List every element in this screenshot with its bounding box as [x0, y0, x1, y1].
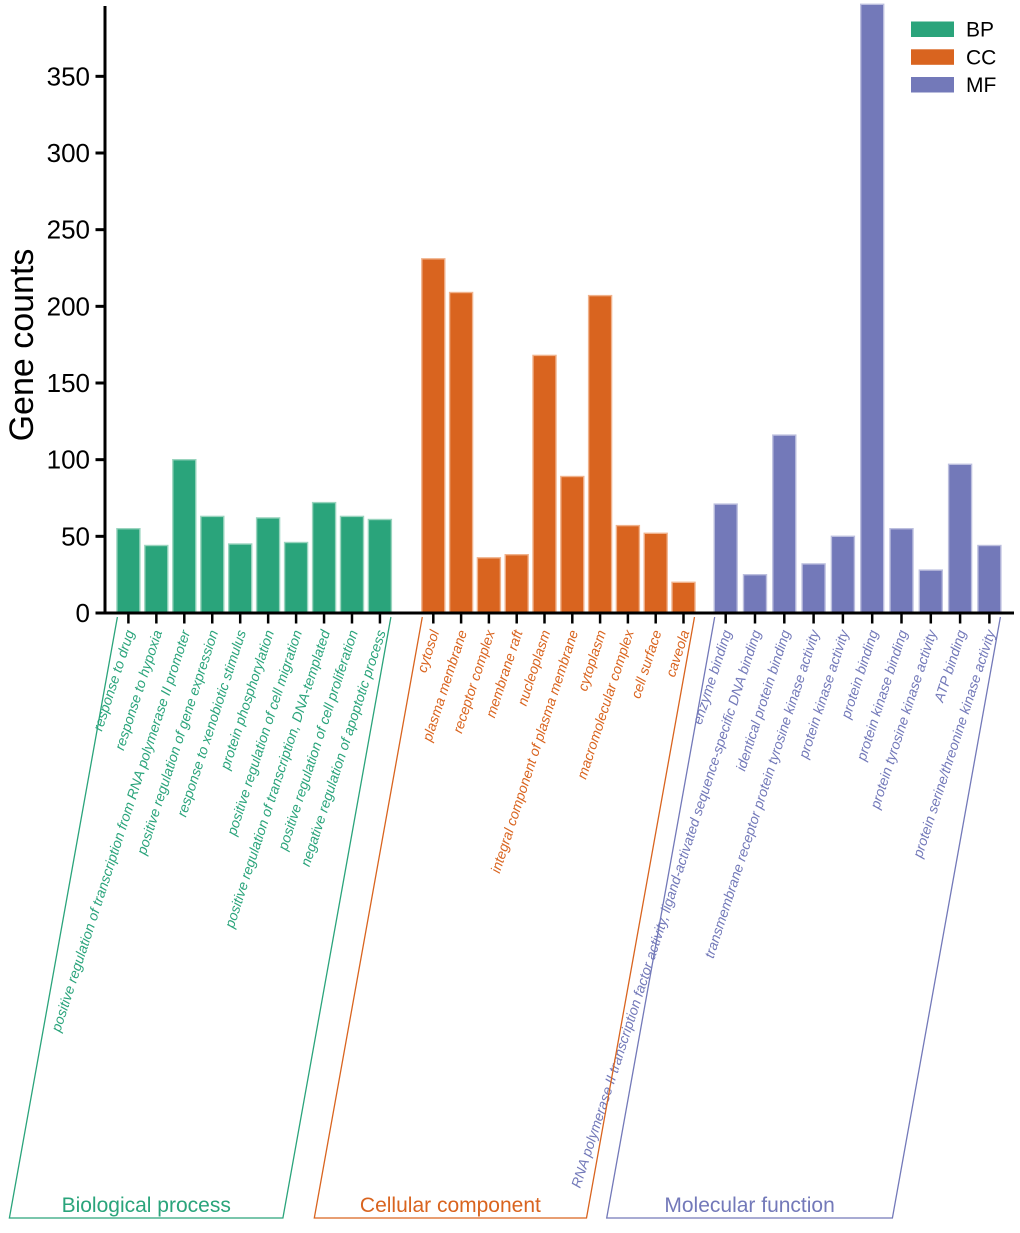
legend-label-BP: BP	[966, 19, 994, 42]
legend-swatch-CC	[911, 49, 954, 65]
y-tick-label-0: 0	[76, 598, 90, 628]
y-tick-label-200: 200	[47, 291, 90, 321]
legend-swatch-MF	[911, 77, 954, 93]
bar-BP-8	[339, 515, 365, 614]
legend-label-MF: MF	[966, 74, 996, 97]
bar-MF-7	[918, 569, 943, 614]
bar-CC-6	[587, 294, 613, 614]
bar-MF-8	[947, 463, 973, 614]
bar-MF-0	[713, 503, 738, 614]
bar-BP-1	[144, 544, 169, 614]
y-tick-label-350: 350	[47, 61, 90, 91]
bar-CC-1	[448, 291, 474, 614]
bar-BP-5	[255, 517, 281, 614]
bar-BP-3	[200, 515, 225, 614]
group-label-CC: Cellular component	[360, 1194, 541, 1217]
bar-BP-9	[367, 518, 393, 614]
bar-MF-9	[977, 544, 1002, 614]
group-label-MF: Molecular function	[664, 1194, 834, 1217]
bar-CC-0	[421, 258, 446, 614]
bracket-MF	[605, 616, 1002, 1219]
y-tick-label-250: 250	[47, 215, 90, 245]
bar-CC-5	[560, 475, 585, 614]
bar-CC-2	[476, 557, 502, 614]
bar-CC-9	[671, 581, 696, 614]
x-tick-label-CC-0: cytosol	[413, 627, 442, 674]
bar-CC-4	[532, 354, 557, 614]
legend-label-CC: CC	[966, 46, 996, 69]
bar-BP-7	[311, 501, 337, 614]
bar-BP-0	[116, 528, 141, 614]
y-tick-label-50: 50	[61, 521, 90, 551]
y-tick-label-100: 100	[47, 445, 90, 475]
group-label-BP: Biological process	[62, 1194, 231, 1217]
axes-layer: 0 50 100 150 200 250 300 350	[47, 6, 1014, 628]
legend: BP CC MF	[911, 19, 996, 97]
bar-CC-8	[643, 532, 668, 614]
legend-swatch-BP	[911, 21, 954, 37]
bar-MF-3	[801, 563, 826, 614]
group-brackets-layer: Biological process Cellular component Mole…	[8, 616, 1002, 1219]
bar-BP-6	[283, 541, 309, 614]
x-tick-label-BP-2: positive regulation of transcription fro…	[47, 627, 193, 1035]
bars-layer	[116, 3, 1002, 614]
bar-BP-2	[172, 459, 197, 614]
bar-MF-5	[860, 3, 885, 614]
bar-MF-1	[742, 574, 768, 614]
y-tick-label-300: 300	[47, 138, 90, 168]
bar-MF-2	[772, 434, 797, 614]
bar-CC-7	[615, 524, 641, 614]
y-tick-label-150: 150	[47, 368, 90, 398]
bar-BP-4	[227, 543, 253, 614]
bar-CC-3	[504, 554, 529, 614]
bar-MF-4	[830, 535, 856, 614]
bracket-BP	[8, 616, 392, 1219]
bar-MF-6	[889, 528, 914, 614]
x-tick-label-CC-7: macromolecular complex	[573, 627, 637, 781]
y-axis-title: Gene counts	[3, 249, 41, 442]
bracket-CC	[313, 616, 696, 1219]
